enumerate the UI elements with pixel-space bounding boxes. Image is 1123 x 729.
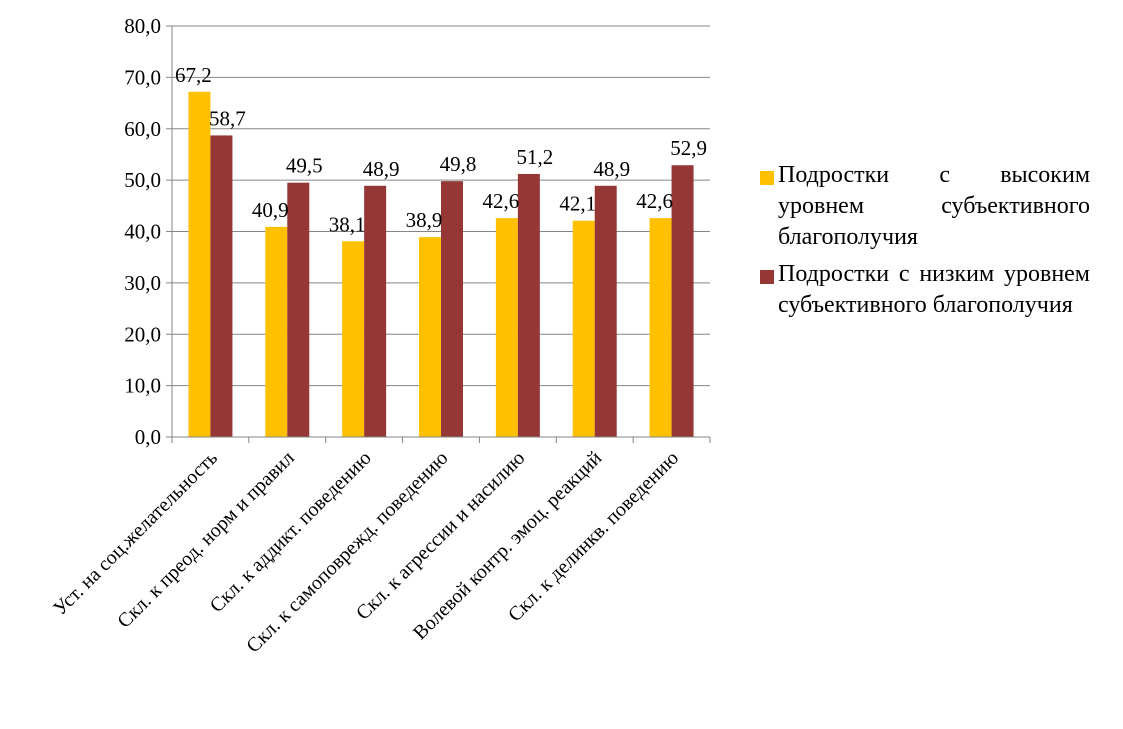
legend-item-high: Подростки с высоким уровнем субъективног… bbox=[760, 160, 1090, 253]
y-tick-label: 50,0 bbox=[124, 168, 161, 192]
bar bbox=[364, 185, 387, 437]
bar bbox=[671, 165, 694, 437]
y-tick-label: 20,0 bbox=[124, 322, 161, 346]
data-label: 51,2 bbox=[516, 145, 553, 169]
data-label: 52,9 bbox=[670, 136, 707, 160]
bar bbox=[188, 91, 211, 437]
bar bbox=[594, 185, 617, 437]
bar bbox=[265, 226, 288, 437]
bar bbox=[342, 241, 365, 437]
y-axis-tick-labels: 0,0 10,0 20,0 30,0 40,0 50,0 60,0 70,0 80,0 bbox=[124, 14, 161, 449]
y-tick-label: 0,0 bbox=[135, 425, 161, 449]
bar bbox=[287, 182, 310, 437]
bar bbox=[419, 237, 441, 437]
bar bbox=[210, 135, 233, 437]
data-label: 58,7 bbox=[209, 106, 246, 130]
y-tick-label: 10,0 bbox=[124, 374, 161, 398]
bar bbox=[495, 218, 518, 437]
data-label: 49,5 bbox=[286, 154, 323, 178]
y-tick-label: 60,0 bbox=[124, 117, 161, 141]
y-tick-label: 30,0 bbox=[124, 271, 161, 295]
data-label: 42,6 bbox=[636, 189, 673, 213]
legend-swatch-high bbox=[760, 171, 774, 185]
legend: Подростки с высоким уровнем субъективног… bbox=[760, 160, 1090, 327]
data-label: 48,9 bbox=[363, 157, 400, 181]
legend-item-low: Подростки с низким уровнем субъективного… bbox=[760, 259, 1090, 321]
bar bbox=[517, 173, 540, 437]
data-label: 40,9 bbox=[252, 198, 289, 222]
bar bbox=[649, 218, 672, 437]
y-tick-label: 80,0 bbox=[124, 14, 161, 38]
y-tick-label: 70,0 bbox=[124, 65, 161, 89]
data-label: 42,6 bbox=[482, 189, 519, 213]
legend-swatch-low bbox=[760, 270, 774, 284]
data-label: 42,1 bbox=[559, 192, 596, 216]
bars bbox=[188, 91, 694, 437]
bar bbox=[572, 220, 595, 437]
bar bbox=[441, 181, 463, 437]
y-tick-label: 40,0 bbox=[124, 220, 161, 244]
data-label: 49,8 bbox=[440, 152, 477, 176]
data-label: 38,1 bbox=[329, 212, 366, 236]
legend-label-high: Подростки с высоким уровнем субъективног… bbox=[778, 162, 1090, 250]
data-labels: 67,258,740,949,538,148,938,949,842,651,2… bbox=[175, 63, 707, 237]
legend-label-low: Подростки с низким уровнем субъективного… bbox=[778, 261, 1090, 318]
data-label: 67,2 bbox=[175, 63, 212, 87]
axes bbox=[166, 25, 711, 443]
data-label: 38,9 bbox=[406, 208, 443, 232]
x-category-label: Скл. к аддикт. поведению bbox=[206, 447, 376, 617]
data-label: 48,9 bbox=[593, 157, 630, 181]
